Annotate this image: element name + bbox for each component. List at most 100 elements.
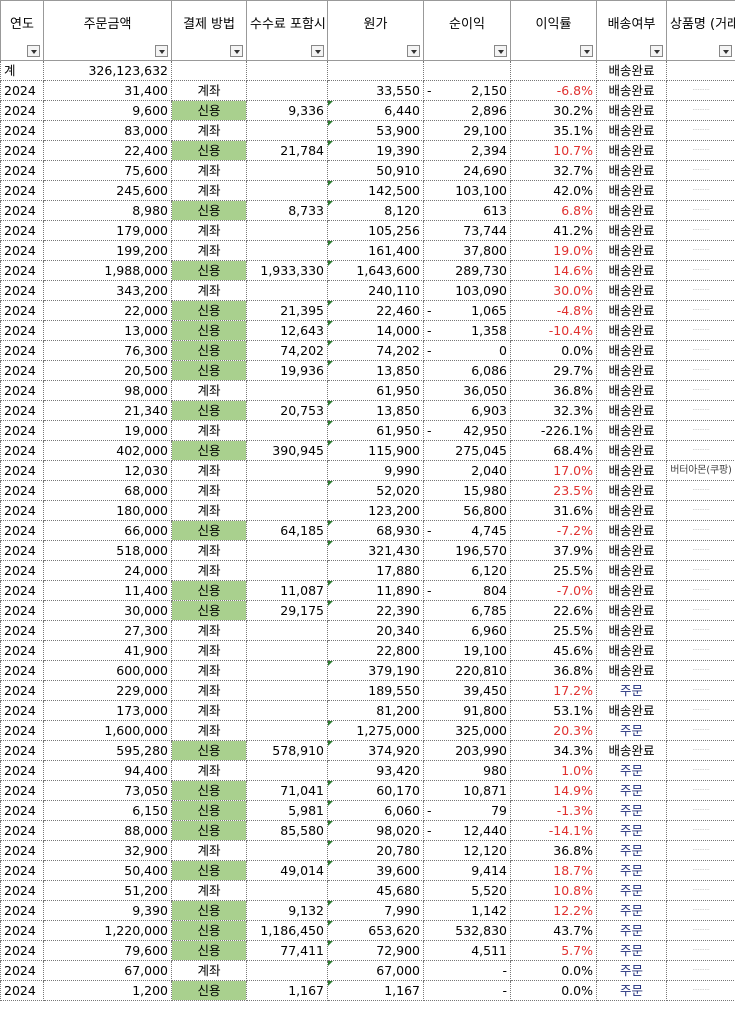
fee-cell[interactable]: 9,336: [246, 100, 328, 121]
amount-cell[interactable]: 22,400: [43, 140, 172, 161]
amount-cell[interactable]: 9,600: [43, 100, 172, 121]
margin-cell[interactable]: 25.5%: [510, 560, 597, 581]
ship-status-cell[interactable]: 배송완료: [596, 440, 667, 461]
cost-cell[interactable]: 14,000: [327, 320, 424, 341]
payment-cell[interactable]: 계좌: [171, 120, 247, 141]
payment-cell[interactable]: 신용: [171, 320, 247, 341]
fee-cell[interactable]: [246, 80, 328, 101]
profit-cell[interactable]: 73,744: [423, 220, 511, 241]
cost-cell[interactable]: 1,643,600: [327, 260, 424, 281]
year-cell[interactable]: 2024: [0, 300, 44, 321]
cost-cell[interactable]: 321,430: [327, 540, 424, 561]
ship-status-cell[interactable]: 배송완료: [596, 660, 667, 681]
ship-status-cell[interactable]: 주문: [596, 680, 667, 701]
fee-cell[interactable]: [246, 500, 328, 521]
product-cell[interactable]: ··········: [666, 900, 735, 921]
cost-cell[interactable]: 67,000: [327, 960, 424, 981]
payment-cell[interactable]: 신용: [171, 300, 247, 321]
ship-status-cell[interactable]: 주문: [596, 900, 667, 921]
profit-cell[interactable]: 29,100: [423, 120, 511, 141]
margin-cell[interactable]: -226.1%: [510, 420, 597, 441]
payment-cell[interactable]: 계좌: [171, 480, 247, 501]
cost-cell[interactable]: 61,950: [327, 380, 424, 401]
cost-cell[interactable]: 72,900: [327, 940, 424, 961]
product-cell[interactable]: ··········: [666, 400, 735, 421]
profit-cell[interactable]: 6,086: [423, 360, 511, 381]
product-cell[interactable]: ··········: [666, 620, 735, 641]
amount-cell[interactable]: 94,400: [43, 760, 172, 781]
product-cell[interactable]: ··········: [666, 720, 735, 741]
margin-cell[interactable]: -1.3%: [510, 800, 597, 821]
cost-cell[interactable]: 7,990: [327, 900, 424, 921]
product-cell[interactable]: ··········: [666, 160, 735, 181]
profit-cell[interactable]: - 2,150: [423, 80, 511, 101]
profit-cell[interactable]: 12,120: [423, 840, 511, 861]
year-cell[interactable]: 2024: [0, 120, 44, 141]
fee-cell[interactable]: 71,041: [246, 780, 328, 801]
margin-cell[interactable]: 5.7%: [510, 940, 597, 961]
fee-cell[interactable]: [246, 220, 328, 241]
margin-cell[interactable]: -10.4%: [510, 320, 597, 341]
product-cell[interactable]: ··········: [666, 520, 735, 541]
payment-cell[interactable]: 신용: [171, 920, 247, 941]
cell[interactable]: [423, 60, 511, 81]
amount-cell[interactable]: 1,600,000: [43, 720, 172, 741]
amount-cell[interactable]: 30,000: [43, 600, 172, 621]
cost-cell[interactable]: 13,850: [327, 400, 424, 421]
product-cell[interactable]: ··········: [666, 700, 735, 721]
margin-cell[interactable]: 36.8%: [510, 380, 597, 401]
cost-cell[interactable]: 19,390: [327, 140, 424, 161]
profit-cell[interactable]: 6,960: [423, 620, 511, 641]
ship-status-cell[interactable]: 배송완료: [596, 100, 667, 121]
fee-cell[interactable]: [246, 280, 328, 301]
margin-cell[interactable]: 1.0%: [510, 760, 597, 781]
cost-cell[interactable]: 22,800: [327, 640, 424, 661]
amount-cell[interactable]: 75,600: [43, 160, 172, 181]
profit-cell[interactable]: 15,980: [423, 480, 511, 501]
year-cell[interactable]: 2024: [0, 200, 44, 221]
profit-cell[interactable]: - 1,358: [423, 320, 511, 341]
profit-cell[interactable]: 10,871: [423, 780, 511, 801]
ship-status-cell[interactable]: 주문: [596, 760, 667, 781]
fee-cell[interactable]: 21,784: [246, 140, 328, 161]
amount-cell[interactable]: 41,900: [43, 640, 172, 661]
profit-cell[interactable]: 2,040: [423, 460, 511, 481]
year-cell[interactable]: 2024: [0, 360, 44, 381]
profit-cell[interactable]: 103,090: [423, 280, 511, 301]
payment-cell[interactable]: 계좌: [171, 220, 247, 241]
amount-cell[interactable]: 402,000: [43, 440, 172, 461]
amount-cell[interactable]: 98,000: [43, 380, 172, 401]
amount-cell[interactable]: 22,000: [43, 300, 172, 321]
year-cell[interactable]: 2024: [0, 780, 44, 801]
profit-cell[interactable]: 220,810: [423, 660, 511, 681]
filter-dropdown-icon[interactable]: [155, 45, 168, 57]
fee-cell[interactable]: 74,202: [246, 340, 328, 361]
payment-cell[interactable]: 계좌: [171, 720, 247, 741]
year-cell[interactable]: 2024: [0, 520, 44, 541]
product-cell[interactable]: ··········: [666, 560, 735, 581]
margin-cell[interactable]: 36.8%: [510, 840, 597, 861]
cost-cell[interactable]: 20,780: [327, 840, 424, 861]
fee-cell[interactable]: 390,945: [246, 440, 328, 461]
product-cell[interactable]: ··········: [666, 980, 735, 1001]
payment-cell[interactable]: 계좌: [171, 420, 247, 441]
product-cell[interactable]: ··········: [666, 740, 735, 761]
cost-cell[interactable]: 123,200: [327, 500, 424, 521]
amount-cell[interactable]: 20,500: [43, 360, 172, 381]
margin-cell[interactable]: 10.8%: [510, 880, 597, 901]
profit-cell[interactable]: 196,570: [423, 540, 511, 561]
cost-cell[interactable]: 1,167: [327, 980, 424, 1001]
payment-cell[interactable]: 신용: [171, 580, 247, 601]
profit-cell[interactable]: - 4,745: [423, 520, 511, 541]
filter-dropdown-icon[interactable]: [580, 45, 593, 57]
amount-cell[interactable]: 76,300: [43, 340, 172, 361]
cell[interactable]: [171, 60, 247, 81]
product-cell[interactable]: ··········: [666, 140, 735, 161]
ship-status-cell[interactable]: 배송완료: [596, 380, 667, 401]
product-cell[interactable]: ··········: [666, 260, 735, 281]
amount-cell[interactable]: 518,000: [43, 540, 172, 561]
ship-status-cell[interactable]: 배송완료: [596, 220, 667, 241]
amount-cell[interactable]: 66,000: [43, 520, 172, 541]
profit-cell[interactable]: 103,100: [423, 180, 511, 201]
margin-cell[interactable]: 41.2%: [510, 220, 597, 241]
